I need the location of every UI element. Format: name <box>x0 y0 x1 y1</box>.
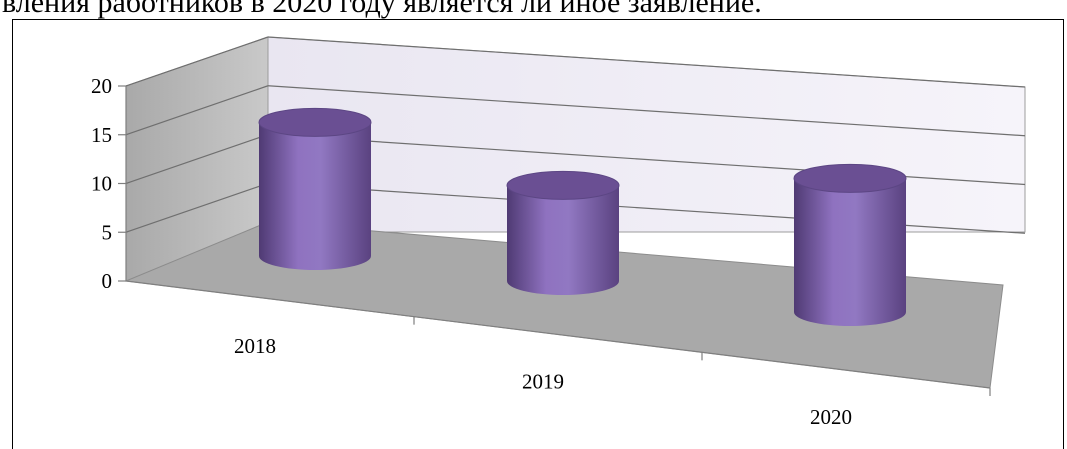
bar-top-2019 <box>506 170 620 200</box>
chart-frame <box>12 19 1064 449</box>
gridline-back-4 <box>267 36 1026 88</box>
gridline-left-4 <box>125 36 269 87</box>
bar-2020 <box>793 163 907 326</box>
x-axis-line <box>125 280 991 389</box>
y-tick-label-1: 5 <box>102 220 113 244</box>
bar-body-2020 <box>794 178 906 326</box>
x-axis: 2018 2019 2020 <box>125 280 991 429</box>
y-tick-label-0: 0 <box>102 269 113 293</box>
back-wall <box>267 36 1026 233</box>
x-tick-label-2019: 2019 <box>522 370 564 394</box>
x-tick-label-2020: 2020 <box>810 405 852 429</box>
x-tick-label-2018: 2018 <box>234 334 276 358</box>
bar-body-2019 <box>507 185 619 295</box>
y-tick-label-3: 15 <box>91 123 112 147</box>
bars <box>258 107 907 326</box>
gridline-back-3 <box>267 85 1026 137</box>
y-tick-label-2: 10 <box>91 172 112 196</box>
y-tick-label-4: 20 <box>91 74 112 98</box>
gridline-left-2 <box>125 133 269 185</box>
bar-top-2020 <box>793 163 907 193</box>
y-axis: 0 5 10 15 20 <box>91 74 127 293</box>
gridline-left-3 <box>125 85 269 136</box>
gridline-left-1 <box>125 182 269 233</box>
bar-2019 <box>506 170 620 295</box>
bar-top-2018 <box>258 107 372 137</box>
cropped-header-text: вления работников в 2020 году является л… <box>2 0 762 19</box>
bar-2018 <box>258 107 372 270</box>
bar-body-2018 <box>259 122 371 270</box>
